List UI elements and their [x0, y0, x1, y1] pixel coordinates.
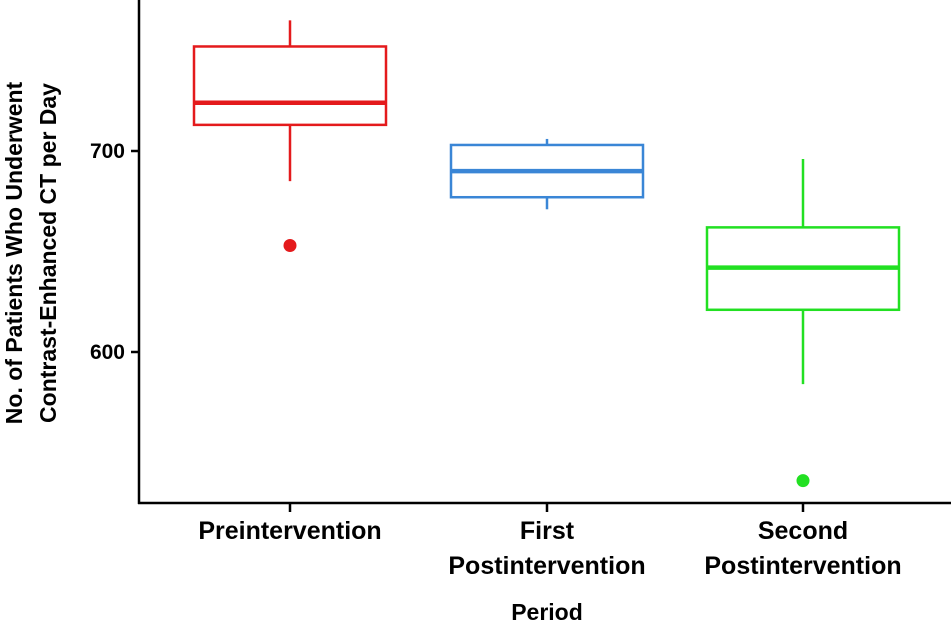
box-group: [449, 138, 645, 210]
y-axis-title: No. of Patients Who Underwent Contrast-En…: [1, 81, 61, 424]
y-tick-label: 700: [90, 140, 125, 163]
boxes: [192, 20, 901, 488]
x-ticks: Preintervention First Postintervention Seco…: [198, 503, 902, 580]
outlier-point: [283, 238, 297, 252]
iqr-box: [192, 45, 388, 127]
box-group: [705, 159, 901, 488]
x-tick-label: First: [520, 517, 575, 545]
x-tick-label: Postintervention: [448, 552, 645, 580]
y-tick-label: 600: [90, 341, 125, 364]
x-tick-label: Preintervention: [198, 517, 381, 545]
y-ticks: 600 700: [90, 140, 139, 364]
box-group: [192, 20, 388, 252]
x-tick-label: Second: [758, 517, 848, 545]
plot-area: 600 700 Preintervention First Postintervent…: [90, 0, 951, 580]
x-axis-title: Period: [511, 599, 583, 624]
x-tick-label: Postintervention: [704, 552, 901, 580]
outlier-point: [796, 474, 810, 488]
